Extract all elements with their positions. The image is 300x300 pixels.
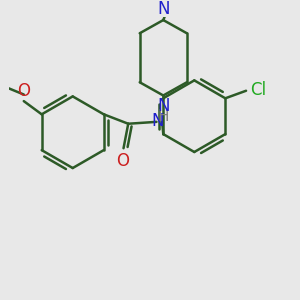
Text: N: N [151, 112, 164, 130]
Text: O: O [116, 152, 129, 170]
Text: N: N [157, 0, 169, 18]
Text: O: O [17, 82, 30, 100]
Text: H: H [158, 109, 169, 124]
Text: Cl: Cl [250, 81, 266, 99]
Text: N: N [157, 97, 169, 115]
